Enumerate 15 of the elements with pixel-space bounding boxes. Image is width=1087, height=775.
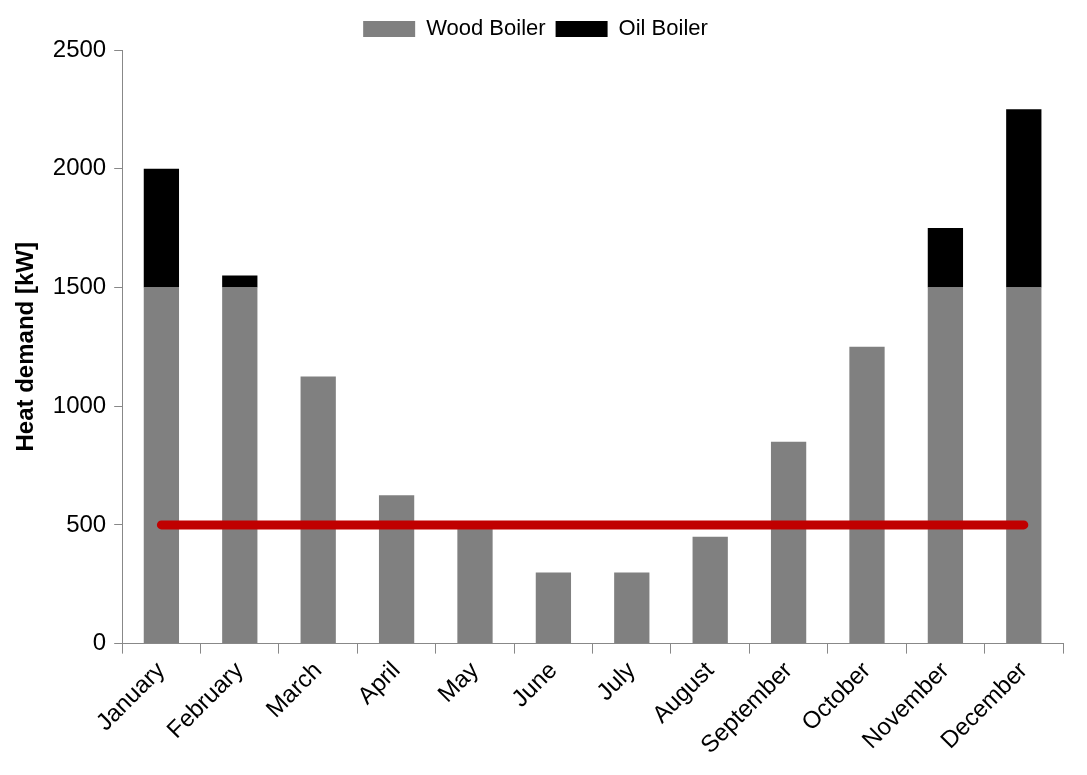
x-tick-label: July [590, 655, 641, 706]
legend-label: Oil Boiler [618, 15, 708, 41]
y-axis-title: Heat demand [kW] [11, 242, 39, 452]
bar [143, 168, 180, 288]
y-tick-label: 2000 [52, 153, 107, 181]
y-tick-label: 1500 [52, 272, 107, 300]
bar [927, 228, 964, 288]
legend-label: Wood Boiler [426, 15, 546, 41]
y-tick-label: 1000 [52, 390, 107, 418]
y-tick-label: 500 [66, 509, 107, 537]
bar [222, 275, 258, 288]
y-tick-label: 0 [92, 628, 107, 656]
bar [1006, 109, 1042, 288]
y-tick-label: 2500 [52, 34, 107, 62]
x-tick-label: May [432, 655, 484, 708]
